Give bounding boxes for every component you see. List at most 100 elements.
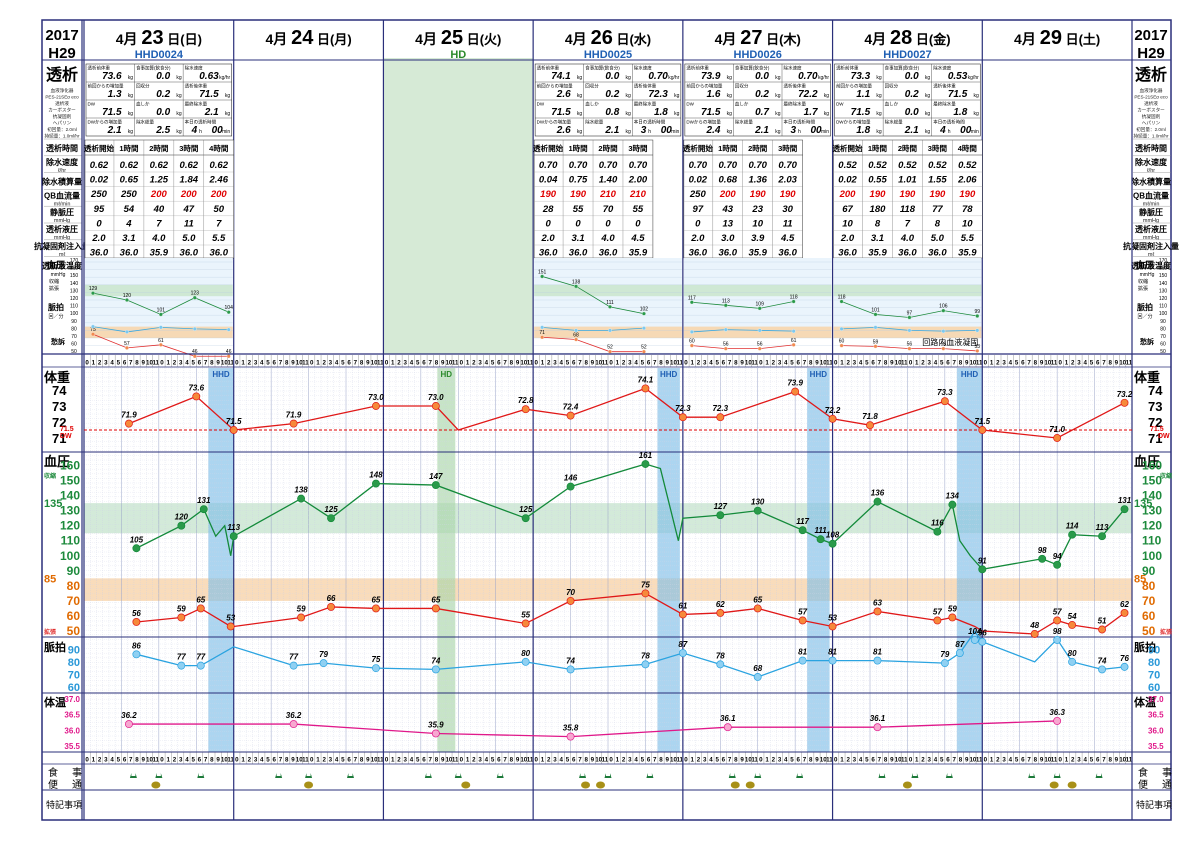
- bp_sys-point: [1120, 505, 1129, 514]
- meal-icon-cup: [131, 771, 136, 776]
- mini-dia-point: [941, 346, 946, 351]
- hour-label-top: 8: [285, 360, 289, 367]
- hour-label-bottom: 2: [397, 757, 401, 764]
- weight-section-label-right: 体重: [1134, 370, 1160, 385]
- session-cell: 97: [693, 204, 704, 215]
- hour-label-top: 3: [329, 360, 333, 367]
- session-col-header: 3時間: [928, 143, 948, 153]
- summary-cell-unit: kg: [775, 75, 781, 81]
- pulse-value-label: 74: [431, 656, 440, 665]
- bp_sys-value-label: 94: [1053, 552, 1062, 561]
- bp_sys-value-label: 161: [639, 451, 653, 460]
- hour-label-top: 3: [928, 360, 932, 367]
- hour-label-top: 1: [391, 360, 395, 367]
- mini-tick-left: 90: [71, 319, 77, 325]
- summary-cell-label: 血しか: [885, 101, 899, 108]
- hour-label-top: 4: [410, 360, 414, 367]
- bp_sys-value-label: 117: [796, 517, 809, 526]
- mini-chart-bg: [534, 258, 682, 338]
- bp-tick-right: 90: [1142, 564, 1156, 578]
- hour-label-top: 6: [871, 360, 875, 367]
- hour-label-top: 3: [628, 360, 632, 367]
- temp-value-label: 36.1: [720, 714, 736, 723]
- session-cell: 200: [150, 189, 168, 200]
- hour-label-bottom: 11: [1126, 757, 1133, 764]
- mini-sys-point: [158, 312, 163, 317]
- hour-label-top: 6: [946, 360, 950, 367]
- summary-cell-value: 0.53: [948, 71, 968, 82]
- hour-label-top: 5: [341, 360, 345, 367]
- session-cell: 11: [783, 218, 793, 229]
- hour-label-top: 5: [1015, 360, 1019, 367]
- hour-label-top: 8: [659, 360, 663, 367]
- bp-tick-right: 110: [1142, 534, 1162, 548]
- summary-cell-value: 72.3: [648, 89, 668, 100]
- bp-tick-left: 50: [67, 624, 81, 638]
- mini-sys-point: [941, 308, 946, 313]
- mini-sys-label: 123: [191, 291, 200, 297]
- summary-cell-value: 74.1: [551, 71, 571, 82]
- session-cell: 250: [689, 189, 707, 200]
- bp_sys-value-label: 108: [826, 531, 840, 540]
- mini-sys-point: [689, 300, 694, 305]
- hour-label-bottom: 7: [503, 757, 507, 764]
- hour-label-bottom: 4: [335, 757, 339, 764]
- mini-sys-point: [124, 298, 129, 302]
- mini-sys-point: [192, 295, 197, 300]
- hour-label-bottom: 6: [946, 757, 950, 764]
- mini-dia-point: [839, 343, 844, 348]
- summary-cell-label: 最終除水量: [784, 101, 807, 108]
- mini-sys-point: [873, 312, 878, 317]
- pulse-value-label: 80: [521, 649, 530, 658]
- weight-point: [1120, 398, 1129, 407]
- session-cell: 0.65: [120, 175, 139, 186]
- session-cell: 36.0: [539, 248, 558, 259]
- summary-cell-unit: kg: [925, 93, 931, 99]
- pulse-tick-left: 60: [68, 682, 80, 694]
- hour-label-bottom: 9: [666, 757, 670, 764]
- hour-label-bottom: 8: [659, 757, 663, 764]
- hour-label-top: 2: [697, 360, 701, 367]
- session-tag: HHD0026: [734, 49, 782, 61]
- sys-label-left: 収縮: [44, 472, 56, 480]
- pulse-value-label: 77: [177, 653, 186, 662]
- hour-label-top: 1: [690, 360, 694, 367]
- bp_sys-point: [1098, 532, 1107, 541]
- session-cell: 36.0: [778, 248, 797, 259]
- session-cell: 2.00: [628, 175, 648, 186]
- hour-label-top: 7: [952, 360, 956, 367]
- hour-label-bottom: 0: [834, 757, 838, 764]
- session-cell: 36.0: [689, 248, 708, 259]
- pulse-point: [955, 649, 964, 658]
- hour-label-top: 4: [185, 360, 189, 367]
- hour-label-bottom: 8: [360, 757, 364, 764]
- row-unit-left: mℓ: [59, 252, 66, 258]
- session-cell: 0.02: [689, 175, 708, 186]
- hour-label-bottom: 4: [1083, 757, 1087, 764]
- mini-pulse-point: [907, 328, 912, 333]
- dw-label-right: DW: [1158, 433, 1170, 440]
- hour-label-bottom: 2: [173, 757, 177, 764]
- summary-cell-value: 1.7: [804, 107, 818, 118]
- session-col-header: 3時間: [778, 143, 798, 153]
- mini-tick-right: 160: [1159, 266, 1168, 272]
- summary-cell-value: 0.0: [905, 71, 919, 82]
- pulse-value-label: 80: [1068, 649, 1077, 658]
- meal-icon-cup: [755, 771, 760, 776]
- summary-cell-value: 1.8: [953, 107, 967, 118]
- bp_sys-value-label: 91: [978, 556, 987, 565]
- summary-cell-label: 透析後体重: [185, 83, 208, 90]
- weight-value-label: 71.9: [121, 411, 137, 420]
- hour-label-top: 5: [865, 360, 869, 367]
- hour-label-top: 8: [734, 360, 738, 367]
- hour-label-bottom: 11: [901, 757, 908, 764]
- summary-cell-label: 最終除水量: [634, 101, 657, 108]
- bp_dia-value-label: 70: [566, 588, 575, 597]
- hour-label-bottom: 3: [628, 757, 632, 764]
- hour-label-bottom: 10: [820, 757, 827, 764]
- hour-label-top: 8: [959, 360, 963, 367]
- hour-label-bottom: 11: [152, 757, 159, 764]
- summary-cell-label: 透析前体重: [836, 65, 859, 72]
- hour-label-bottom: 9: [441, 757, 445, 764]
- hour-label-bottom: 4: [859, 757, 863, 764]
